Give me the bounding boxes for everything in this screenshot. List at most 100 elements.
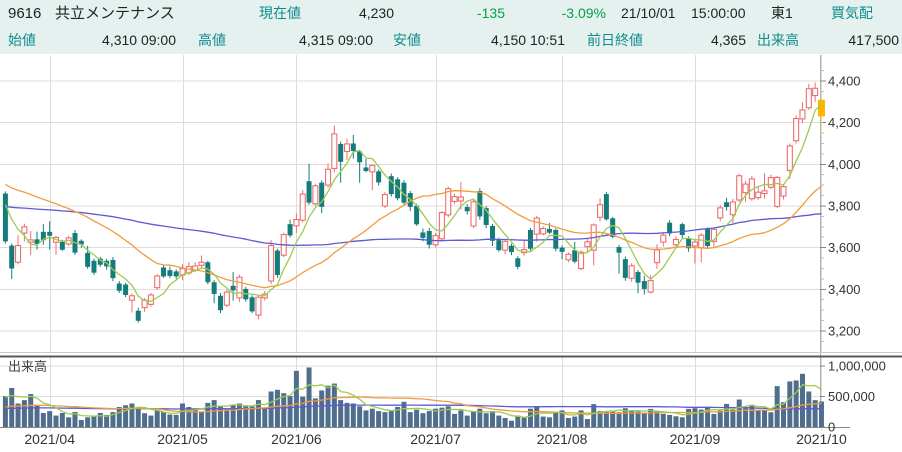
- volume-ma-mid-line: [5, 396, 822, 415]
- candle-up: [729, 201, 736, 216]
- candle-up: [767, 177, 774, 188]
- volume-bar: [521, 417, 527, 427]
- volume-bar: [85, 417, 91, 427]
- candle-down: [338, 143, 344, 162]
- candle-up: [470, 201, 477, 227]
- volume-bar: [262, 407, 268, 427]
- volume-bar: [306, 367, 312, 427]
- x-axis-month-label: 2021/05: [157, 431, 208, 447]
- candle-up: [786, 145, 793, 171]
- volume-bar: [350, 403, 356, 427]
- volume-bar: [762, 409, 768, 427]
- volume-bar: [236, 403, 242, 427]
- volume-bar: [325, 385, 331, 427]
- volume-bar: [490, 411, 496, 427]
- candle-up: [691, 241, 698, 247]
- candle-up: [799, 109, 806, 120]
- candle-down: [515, 258, 521, 267]
- candle-down: [527, 229, 533, 249]
- candle-up: [578, 251, 585, 270]
- volume-bar: [211, 400, 217, 427]
- candle-down: [420, 232, 426, 238]
- candle-down: [123, 284, 129, 295]
- volume-bar: [123, 405, 129, 427]
- market-section: 東1: [771, 5, 793, 21]
- low-label: 安値: [393, 32, 421, 48]
- price-ma-short-line: [4, 103, 822, 302]
- candle-down: [287, 224, 293, 236]
- volume-label: 出来高: [757, 32, 799, 48]
- volume-bar: [565, 417, 571, 427]
- candle-up: [451, 196, 458, 202]
- volume-bar: [787, 381, 793, 427]
- candle-up: [198, 261, 205, 266]
- x-axis-month-label: 2021/08: [537, 431, 588, 447]
- volume-bar: [578, 410, 584, 427]
- candle-up: [647, 280, 654, 293]
- x-axis-month-label: 2021/04: [24, 431, 75, 447]
- candle-down: [91, 260, 97, 273]
- volume-bar: [192, 409, 198, 427]
- volume-bar: [376, 411, 382, 427]
- candle-today: [817, 99, 825, 117]
- volume-bar: [338, 400, 344, 427]
- volume-bar: [255, 400, 261, 427]
- volume-bar: [540, 416, 546, 427]
- volume-bar: [224, 409, 230, 427]
- candle-up: [793, 117, 800, 142]
- volume-bar: [755, 410, 761, 427]
- candle-up: [565, 253, 572, 261]
- volume-bar: [641, 412, 647, 427]
- candle-up: [457, 196, 464, 202]
- volume-bar: [148, 415, 154, 427]
- prev-close-label: 前日終値: [587, 32, 643, 48]
- candle-down: [395, 179, 401, 199]
- candle-down: [97, 258, 103, 265]
- volume-bar: [730, 409, 736, 427]
- candle-up: [293, 218, 300, 227]
- candle-down: [496, 240, 502, 251]
- volume-bar: [546, 417, 552, 427]
- candle-down: [274, 250, 280, 275]
- price-axis-label: 3,800: [828, 198, 861, 213]
- volume-bar: [161, 411, 167, 427]
- price-axis-label: 3,600: [828, 240, 861, 255]
- candle-up: [21, 226, 28, 234]
- volume-bar: [692, 408, 698, 427]
- volume-bar: [471, 411, 477, 427]
- candle-down: [363, 167, 369, 171]
- candle-down: [414, 205, 420, 225]
- candle-down: [426, 230, 432, 245]
- volume-axis-label: 500,000: [828, 389, 875, 404]
- volume-bar: [445, 406, 451, 427]
- volume-bar: [217, 406, 223, 427]
- candle-down: [78, 240, 84, 245]
- candle-up: [331, 133, 338, 170]
- x-axis-month-label: 2021/06: [271, 431, 322, 447]
- volume-bar: [743, 408, 749, 427]
- candle-down: [572, 250, 578, 262]
- candle-up: [502, 240, 509, 251]
- high-value: 4,315 09:00: [299, 32, 373, 48]
- candle-down: [376, 171, 382, 183]
- candle-up: [540, 227, 547, 235]
- volume-bar: [496, 415, 502, 427]
- candle-down: [477, 190, 483, 217]
- volume-bar: [749, 404, 755, 427]
- candle-down: [319, 182, 325, 207]
- candle-down: [508, 245, 514, 253]
- price-change-pct: -3.09%: [561, 5, 606, 21]
- volume-bar: [420, 413, 426, 427]
- volume-bar: [97, 412, 103, 427]
- candle-up: [774, 176, 781, 207]
- candle-down: [34, 239, 40, 244]
- candle-down: [306, 181, 312, 203]
- volume-bar: [553, 412, 559, 427]
- candle-down: [401, 182, 407, 203]
- candle-up: [805, 88, 812, 109]
- open-value: 4,310 09:00: [102, 32, 176, 48]
- candle-up: [736, 175, 743, 201]
- volume-bar: [287, 396, 293, 427]
